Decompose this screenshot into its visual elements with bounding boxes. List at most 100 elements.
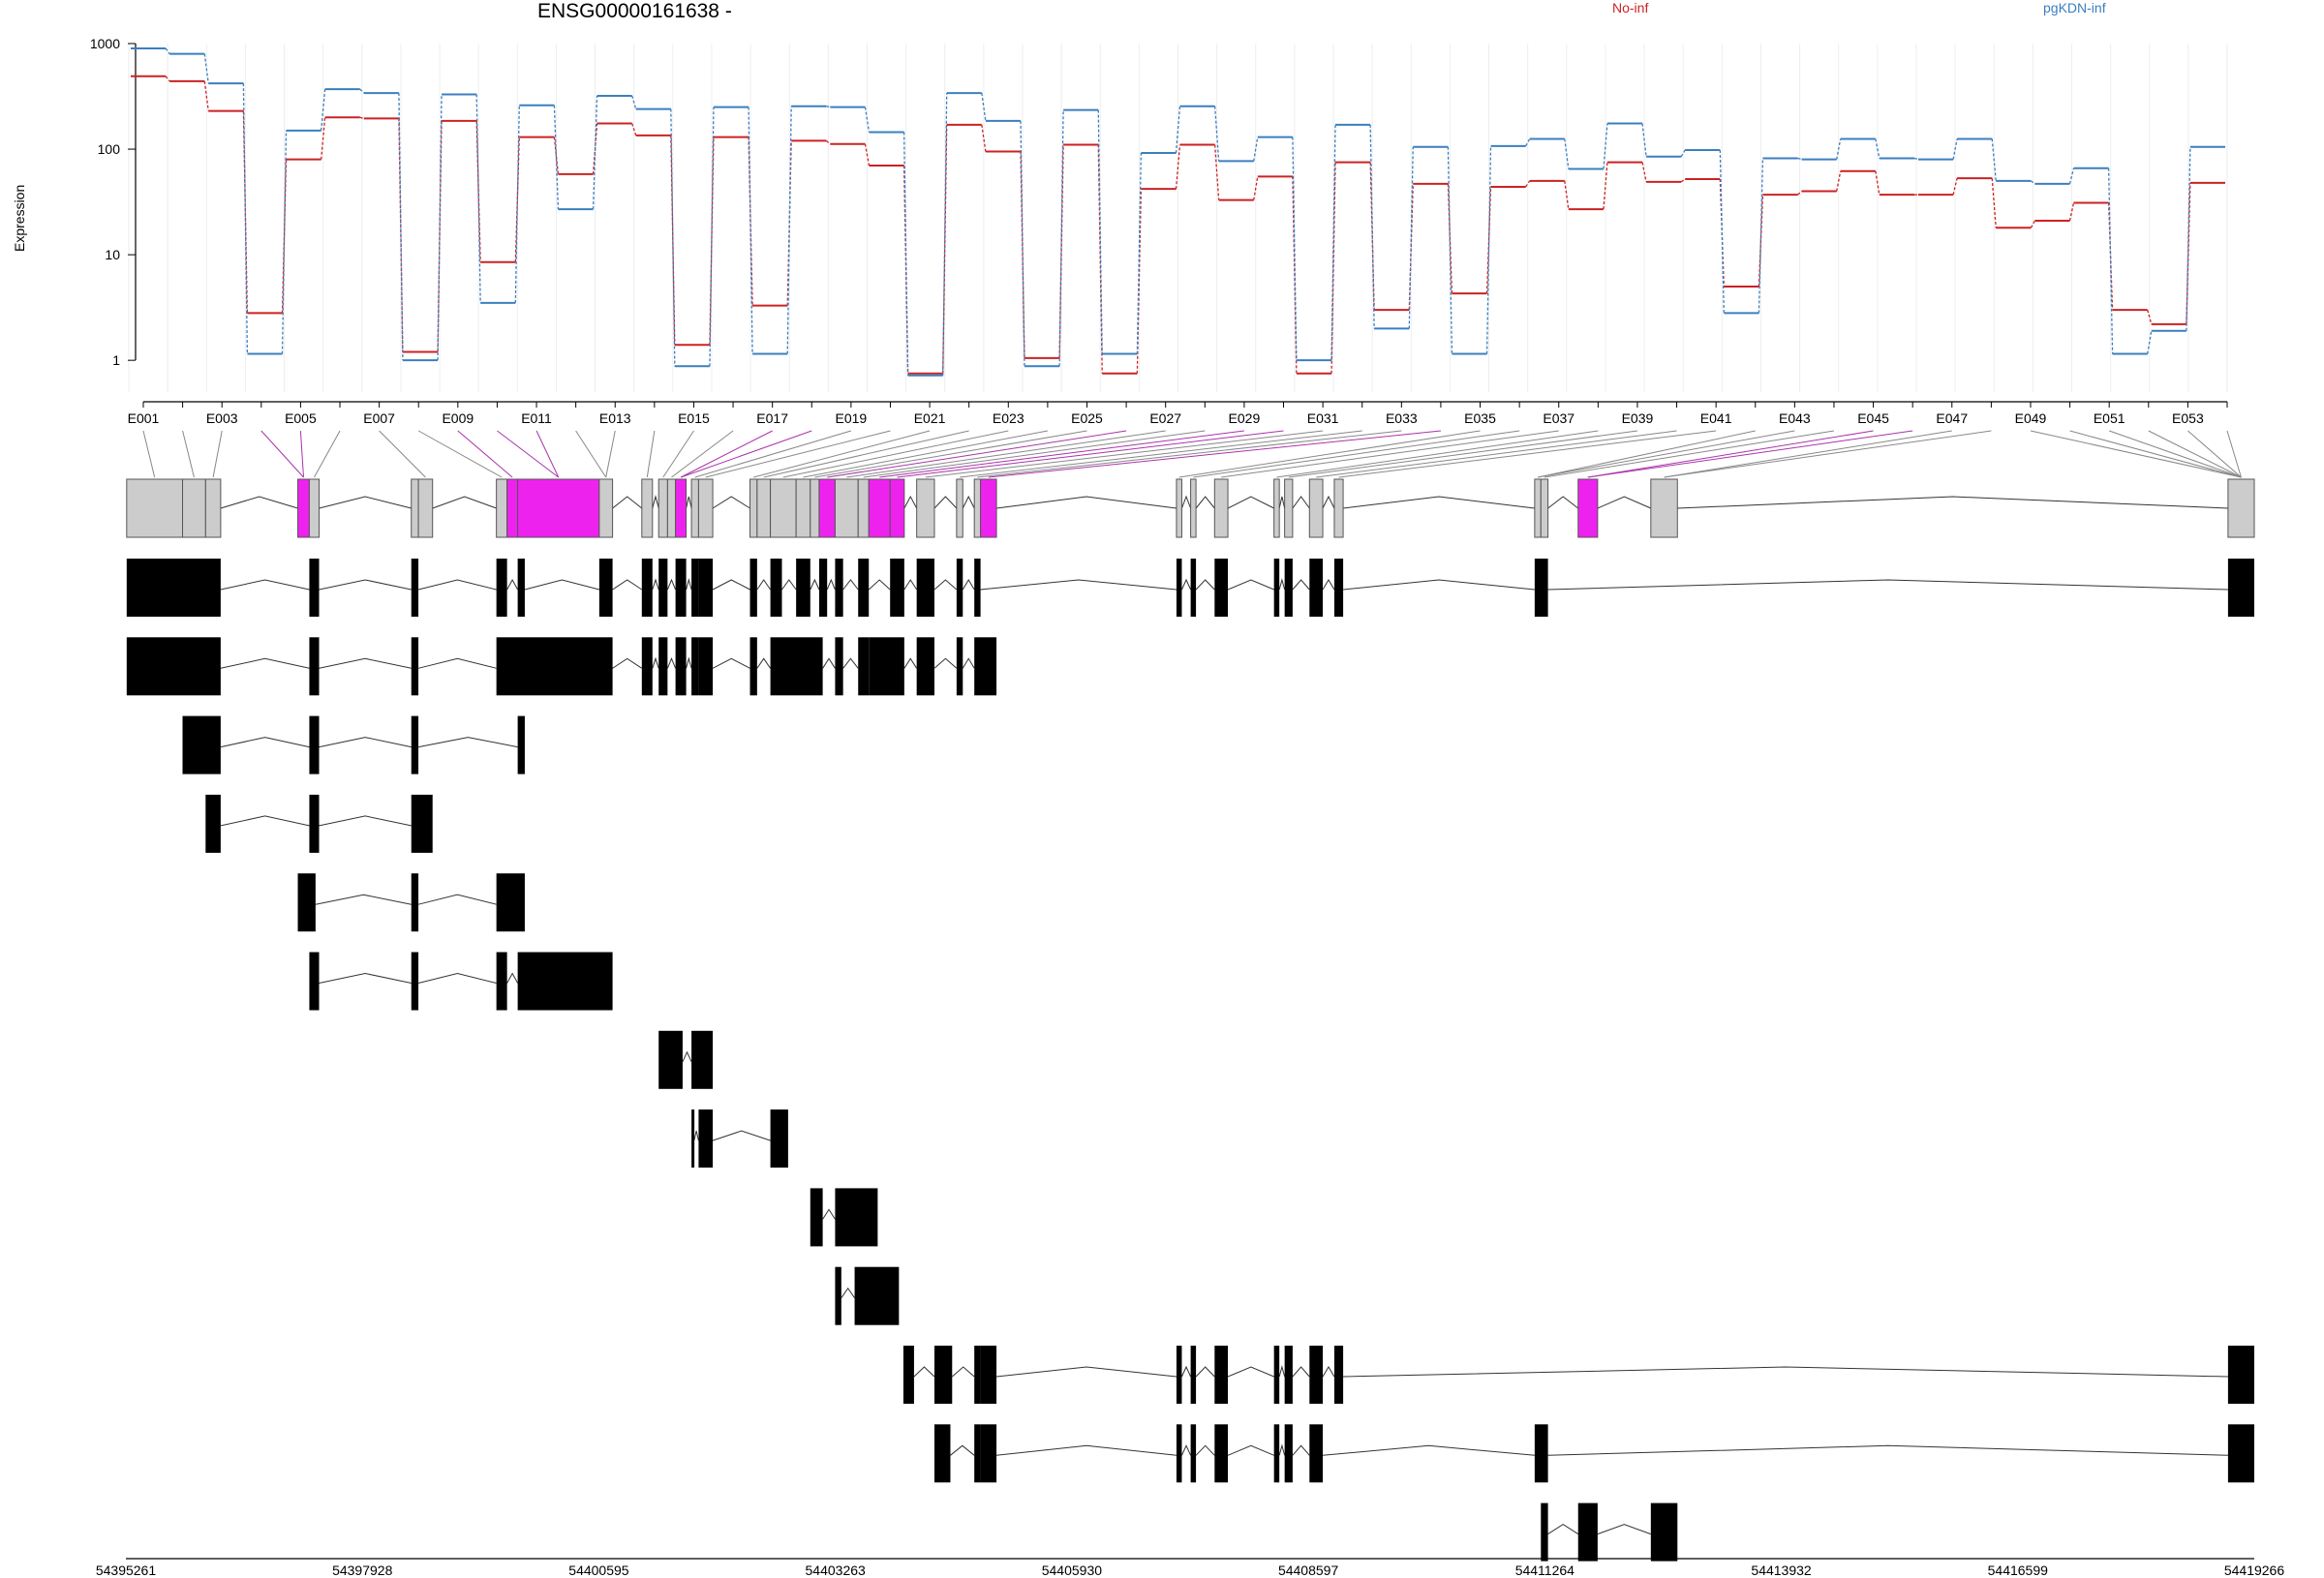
transcript-exon [835, 559, 843, 617]
transcript-intron [980, 579, 1177, 591]
transcript-exon [698, 559, 714, 617]
transcript-exon [980, 1346, 997, 1404]
series-connector-pgKDN-inf [1292, 137, 1298, 361]
transcript-exon [835, 1188, 878, 1247]
exon-connector [497, 430, 560, 478]
transcript-intron [1227, 579, 1274, 591]
transcript-intron [417, 579, 497, 591]
series-connector-pgKDN-inf [631, 95, 637, 109]
gene-exon [411, 478, 419, 538]
genomic-axis: 54395261 54397928 54400595 54403263 54405930… [96, 1558, 2284, 1578]
gene-exon [496, 478, 508, 538]
transcript-exon [658, 1030, 683, 1089]
series-connector-pgKDN-inf [514, 105, 520, 303]
transcript-intron [1278, 1365, 1286, 1378]
gene-exon [1190, 478, 1197, 538]
transcript-intron [612, 657, 643, 669]
transcript-exon [980, 1424, 997, 1483]
exon-connector [897, 430, 1284, 478]
transcript-exon [835, 637, 843, 696]
series-connector-No-inf [1991, 178, 1997, 228]
transcript-intron [962, 579, 975, 591]
exon-connector [182, 430, 195, 478]
exon-tick-label: E017 [756, 410, 788, 426]
transcript-exon [1190, 559, 1197, 617]
transcript-intron [612, 579, 643, 591]
transcript-intron [712, 579, 750, 591]
transcript-exon [916, 559, 934, 617]
exon-connector [671, 430, 734, 478]
series-connector-pgKDN-inf [359, 88, 365, 94]
genomic-tick-label: 54395261 [96, 1563, 157, 1578]
gene-intron [319, 496, 412, 509]
gene-exon-highlighted [980, 478, 997, 538]
transcript-intron [841, 1287, 855, 1298]
exon-tick-label: E053 [2172, 410, 2204, 426]
gene-intron [1227, 496, 1274, 509]
exon-tick-label: E041 [1700, 410, 1732, 426]
gene-intron [686, 496, 692, 509]
series-connector-No-inf [1175, 144, 1181, 190]
genomic-tick-label: 54405930 [1042, 1563, 1103, 1578]
genomic-tick-label: 54413932 [1751, 1563, 1812, 1578]
gene-exon [770, 478, 797, 538]
series-connector-pgKDN-inf [165, 47, 170, 54]
series-connector-No-inf [165, 76, 170, 82]
series-connector-pgKDN-inf [748, 106, 753, 354]
exon-connector [662, 430, 694, 478]
transcript-intron [417, 657, 497, 669]
exon-connector [879, 430, 1244, 478]
transcript-intron [822, 1208, 836, 1220]
gene-exon [1176, 478, 1182, 538]
gene-intron [1278, 496, 1286, 509]
exon-connector [680, 430, 812, 478]
gene-model [126, 478, 2255, 538]
gene-exon [308, 478, 321, 538]
transcript-exon [902, 1346, 914, 1404]
gene-intron [1180, 495, 1192, 509]
gene-exon [1284, 478, 1294, 538]
series-connector-pgKDN-inf [1913, 157, 1919, 161]
transcript-exon [1190, 1424, 1197, 1483]
transcript-exon [1534, 1424, 1548, 1483]
transcript-exon [1309, 559, 1324, 617]
gene-exon [2227, 478, 2255, 538]
series-connector-No-inf [2068, 202, 2075, 222]
transcript-exon [796, 559, 810, 617]
transcript-intron [1195, 579, 1215, 591]
transcript-intron [950, 1444, 975, 1456]
transcript-intron [666, 656, 677, 669]
series-connector-No-inf [864, 143, 871, 167]
transcript-exon [517, 952, 613, 1011]
exon-tick-label: E023 [993, 410, 1024, 426]
exon-tick-label: E011 [521, 410, 552, 426]
transcript-exon [974, 559, 981, 617]
gene-exon [857, 478, 870, 538]
transcript-exon [1650, 1502, 1678, 1562]
exon-tick-label: E031 [1307, 410, 1339, 426]
transcript-intron [1292, 1444, 1310, 1456]
gene-exon [795, 478, 811, 538]
exon-connector [1537, 430, 1795, 478]
transcript-exon [126, 637, 221, 696]
gene-intron [1597, 496, 1652, 509]
series-connector-No-inf [2186, 182, 2191, 324]
transcript-intron [822, 657, 836, 669]
exon-tick-label: E003 [206, 410, 238, 426]
series-connector-pgKDN-inf [1875, 138, 1881, 159]
series-connector-pgKDN-inf [1797, 157, 1802, 161]
transcript-exon [1214, 559, 1229, 617]
exon-connector [1664, 430, 1952, 478]
series-connector-pgKDN-inf [902, 132, 909, 376]
transcript-intron [1180, 1444, 1192, 1456]
exon-tick-label: E021 [914, 410, 946, 426]
series-connector-pgKDN-inf [786, 106, 792, 354]
gene-exon-highlighted [868, 478, 891, 538]
transcript-intron [1322, 1444, 1535, 1456]
series-connector-No-inf [359, 116, 364, 120]
gene-exon [756, 478, 772, 538]
transcript-exon [1176, 559, 1182, 617]
series-connector-No-inf [281, 159, 288, 314]
transcript-exon [1214, 1424, 1229, 1483]
y-tick-label: 1000 [90, 36, 120, 51]
